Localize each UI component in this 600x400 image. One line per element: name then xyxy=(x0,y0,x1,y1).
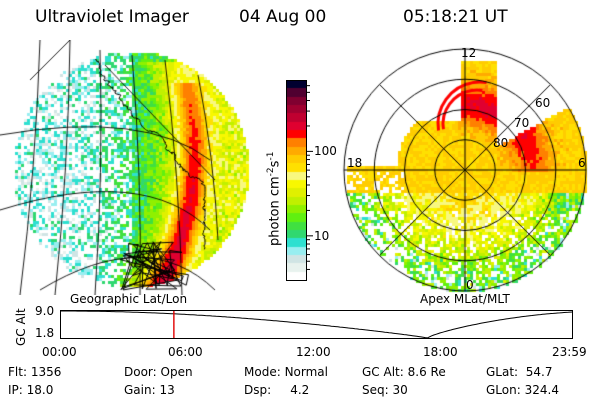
altitude-tick-min: 1.8 xyxy=(35,326,55,340)
colorbar-unit-s: s xyxy=(267,160,283,168)
mlt-label-18: 18 xyxy=(347,156,363,170)
status-gc-alt-key: GC Alt: xyxy=(362,365,404,379)
mlt-label-0: 0 xyxy=(466,278,474,292)
instrument-title: Ultraviolet Imager xyxy=(35,7,189,27)
status-glon: GLon: 324.4 xyxy=(486,384,559,396)
lat-ring-label-70: 70 xyxy=(514,116,530,130)
image-time: 05:18:21 UT xyxy=(403,7,508,27)
colorbar-tick-label-10: 10 xyxy=(314,228,330,243)
altitude-axis-label: GC Alt xyxy=(14,308,28,346)
mlt-label-6: 6 xyxy=(578,156,586,170)
status-ip-key: IP: xyxy=(8,383,23,397)
status-gain-value: 13 xyxy=(159,383,175,397)
status-flt-value: 1356 xyxy=(30,365,62,379)
colorbar-tick-label-100: 100 xyxy=(314,144,337,159)
geographic-auroral-image xyxy=(0,40,265,295)
colorbar-unit-label: photon cm-2s-1 xyxy=(266,152,282,246)
colorbar-frame xyxy=(286,80,307,281)
status-glat-value: 54.7 xyxy=(525,365,553,379)
status-glat-key: GLat: xyxy=(486,365,519,379)
status-flt-key: Flt: xyxy=(8,365,27,379)
time-tick-1200: 12:00 xyxy=(296,345,331,359)
status-door: Door: Open xyxy=(124,366,193,378)
status-mode-value: Normal xyxy=(284,365,328,379)
status-door-value: Open xyxy=(160,365,193,379)
status-glat: GLat: 54.7 xyxy=(486,366,552,378)
lat-ring-label-80: 80 xyxy=(493,136,509,150)
status-dsp: Dsp: 4.2 xyxy=(244,384,309,396)
status-dsp-key: Dsp: xyxy=(244,383,272,397)
status-glon-value: 324.4 xyxy=(524,383,559,397)
status-gc-alt-value: 8.6 Re xyxy=(407,365,446,379)
status-ip: IP: 18.0 xyxy=(8,384,53,396)
colorbar-unit-exp2: -1 xyxy=(266,151,276,161)
status-seq-value: 30 xyxy=(392,383,408,397)
time-tick-0000: 00:00 xyxy=(42,345,77,359)
mlt-label-12: 12 xyxy=(461,46,477,60)
status-seq-key: Seq: xyxy=(362,383,389,397)
status-flt: Flt: 1356 xyxy=(8,366,61,378)
status-gc-alt: GC Alt: 8.6 Re xyxy=(362,366,446,378)
altitude-tick-max: 9.0 xyxy=(35,304,55,318)
polar-auroral-image xyxy=(335,40,595,295)
colorbar xyxy=(286,80,306,280)
status-mode-key: Mode: xyxy=(244,365,281,379)
status-seq: Seq: 30 xyxy=(362,384,408,396)
colorbar-axis xyxy=(286,80,313,281)
status-dsp-value: 4.2 xyxy=(290,383,310,397)
status-door-key: Door: xyxy=(124,365,157,379)
status-gain-key: Gain: xyxy=(124,383,156,397)
polar-panel-label: Apex MLat/MLT xyxy=(420,292,510,306)
colorbar-unit-text: photon cm xyxy=(267,176,283,246)
time-tick-2359: 23:59 xyxy=(552,345,587,359)
status-ip-value: 18.0 xyxy=(26,383,54,397)
altitude-curve xyxy=(60,310,573,339)
status-glon-key: GLon: xyxy=(486,383,521,397)
plot-frame xyxy=(60,310,573,339)
image-date: 04 Aug 00 xyxy=(239,7,327,27)
time-tick-1800: 18:00 xyxy=(423,345,458,359)
colorbar-unit-exp1: -2 xyxy=(266,167,276,177)
status-gain: Gain: 13 xyxy=(124,384,175,396)
geographic-panel-label: Geographic Lat/Lon xyxy=(70,292,188,306)
lat-ring-label-60: 60 xyxy=(535,96,551,110)
time-tick-0600: 06:00 xyxy=(168,345,203,359)
status-mode: Mode: Normal xyxy=(244,366,328,378)
altitude-time-plot xyxy=(60,310,573,339)
